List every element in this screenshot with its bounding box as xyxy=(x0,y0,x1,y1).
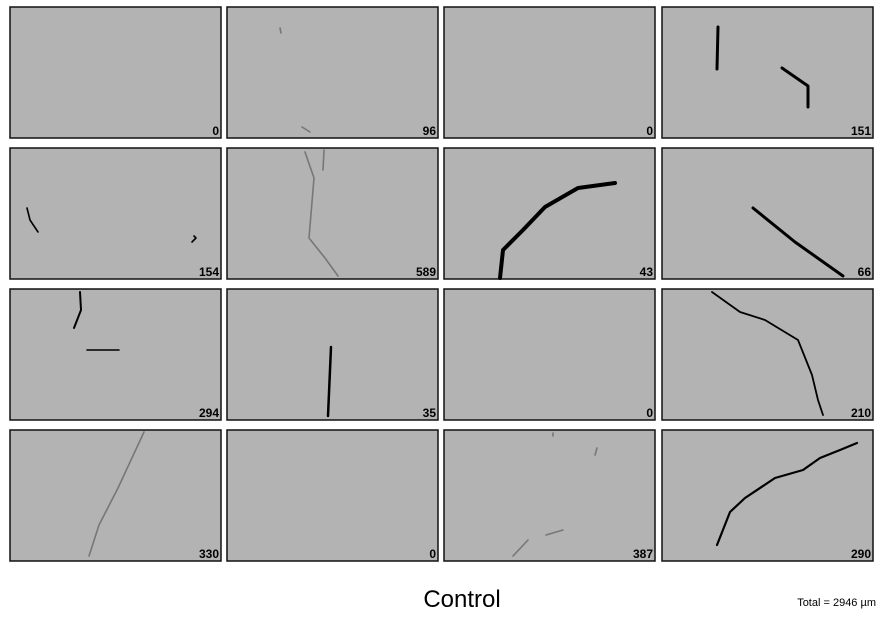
trace xyxy=(26,207,39,233)
panel-length: 96 xyxy=(423,124,437,138)
trace xyxy=(711,291,824,416)
panel-length: 589 xyxy=(416,265,436,279)
panel xyxy=(9,288,222,421)
panel xyxy=(661,288,874,421)
panel-length: 330 xyxy=(199,547,219,561)
panel xyxy=(661,147,874,280)
trace xyxy=(88,431,145,557)
figure-title: Control xyxy=(423,586,500,613)
trace xyxy=(73,291,82,329)
total-length: Total = 2946 µm xyxy=(797,597,876,609)
trace xyxy=(326,345,333,418)
panel xyxy=(661,6,874,139)
panel-length: 66 xyxy=(858,265,872,279)
panel-length: 35 xyxy=(423,406,437,420)
panel-length: 387 xyxy=(633,547,653,561)
panel xyxy=(9,429,222,562)
trace xyxy=(545,529,564,536)
panel-length: 290 xyxy=(851,547,871,561)
panel-length: 0 xyxy=(646,406,653,420)
trace xyxy=(715,25,720,71)
trace xyxy=(498,181,617,280)
panel-length: 210 xyxy=(851,406,871,420)
panel-length: 0 xyxy=(212,124,219,138)
panel xyxy=(226,429,439,562)
trace xyxy=(301,126,311,133)
panel xyxy=(443,429,656,562)
trace xyxy=(715,441,859,547)
traces xyxy=(26,25,859,557)
panel-length: 0 xyxy=(429,547,436,561)
trace xyxy=(594,447,598,456)
trace xyxy=(279,27,282,34)
trace xyxy=(304,151,339,277)
trace xyxy=(751,206,845,278)
panel-length: 154 xyxy=(199,265,219,279)
panel xyxy=(9,6,222,139)
panel xyxy=(443,288,656,421)
panel xyxy=(443,147,656,280)
trace xyxy=(780,66,810,109)
panel-length: 43 xyxy=(640,265,654,279)
panel-length: 151 xyxy=(851,124,871,138)
panels: 0 96 0 151 154 589 43 66 294 35 0 210 330 0 387 290 xyxy=(9,6,874,562)
panel xyxy=(226,6,439,139)
trace xyxy=(191,235,197,243)
trace xyxy=(322,149,325,171)
panel-length: 294 xyxy=(199,406,219,420)
panel xyxy=(9,147,222,280)
trace xyxy=(512,539,529,557)
panel-length: 0 xyxy=(646,124,653,138)
panel xyxy=(443,6,656,139)
panel xyxy=(226,288,439,421)
panel xyxy=(226,147,439,280)
